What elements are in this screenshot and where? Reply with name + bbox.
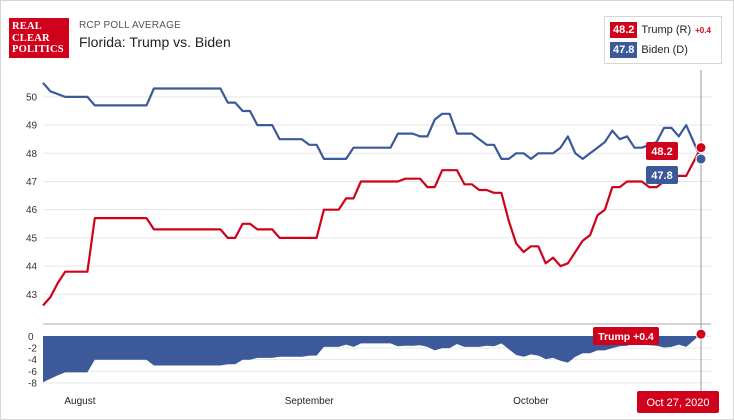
spread-label: Trump +0.4 [598, 331, 654, 343]
trump-line [42, 147, 702, 307]
biden-end-label: 47.8 [651, 170, 672, 182]
chart-title: Florida: Trump vs. Biden [79, 34, 231, 50]
legend-item-biden[interactable]: 47.8 Biden (D) [610, 42, 688, 58]
biden-end-dot [695, 153, 707, 165]
trump-end-label-box [646, 142, 678, 160]
y-tick-label: 47 [26, 177, 38, 188]
end-date-label: Oct 27, 2020 [647, 397, 710, 409]
y-tick-label: 45 [26, 233, 38, 244]
spread-label-box [593, 327, 659, 345]
legend-trump-spread: +0.4 [695, 25, 711, 35]
y-tick-label: 48 [26, 149, 38, 160]
rcp-logo[interactable]: REAL CLEAR POLITICS [9, 18, 69, 58]
legend-biden-value: 47.8 [610, 42, 638, 58]
trump-end-label: 48.2 [651, 146, 672, 158]
spread-tick-label: -2 [28, 344, 37, 355]
trump-end-dot [695, 142, 707, 154]
y-tick-label: 43 [26, 290, 38, 301]
end-date-box [637, 391, 719, 413]
y-tick-label: 44 [26, 262, 38, 273]
biden-end-label-box [646, 166, 678, 184]
legend: 48.2 Trump (R) +0.4 47.8 Biden (D) [604, 16, 722, 64]
biden-line [42, 82, 703, 160]
spread-area [43, 334, 701, 383]
spread-tick-label: -8 [28, 378, 37, 389]
x-month-label: August [64, 396, 95, 407]
chart-subtitle: RCP POLL AVERAGE [79, 20, 181, 31]
legend-trump-value: 48.2 [610, 22, 638, 38]
legend-trump-name: Trump (R) [641, 24, 692, 36]
spread-tick-label: 0 [28, 332, 34, 343]
legend-item-trump[interactable]: 48.2 Trump (R) +0.4 [610, 22, 711, 38]
y-tick-label: 46 [26, 205, 38, 216]
y-tick-label: 50 [26, 92, 38, 103]
logo-line-1: REAL [12, 21, 42, 32]
x-month-label: September [285, 396, 335, 407]
logo-line-2: CLEAR [12, 32, 50, 44]
spread-tick-label: -4 [28, 355, 37, 366]
spread-end-dot [695, 328, 707, 340]
spread-tick-label: -6 [28, 367, 37, 378]
logo-line-3: POLITICS [12, 44, 64, 55]
y-tick-label: 49 [26, 121, 38, 132]
legend-biden-name: Biden (D) [641, 44, 688, 56]
x-month-label: October [513, 396, 549, 407]
